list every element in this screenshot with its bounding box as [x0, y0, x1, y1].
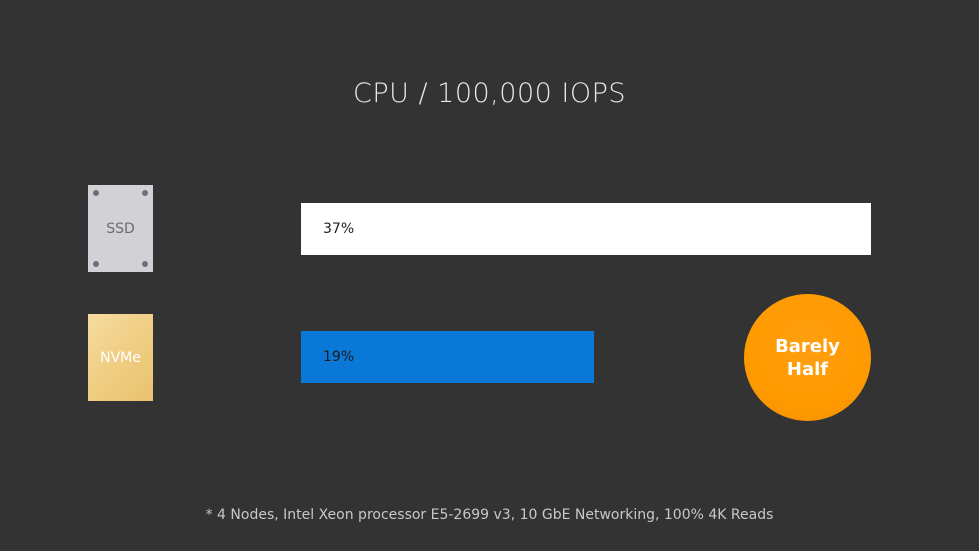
data-label-ssd: 37%	[323, 221, 355, 237]
badge-line-1: Barely	[775, 335, 840, 357]
screw-icon	[93, 261, 99, 267]
ssd-drive-icon: SSD	[88, 185, 153, 272]
nvme-drive-icon: NVMe	[88, 314, 153, 401]
category-label-ssd: SSD	[106, 220, 135, 237]
bar-ssd: 37%	[301, 203, 871, 255]
screw-icon	[142, 190, 148, 196]
footnote: * 4 Nodes, Intel Xeon processor E5-2699 …	[205, 507, 774, 523]
data-label-nvme: 19%	[323, 349, 355, 365]
bar-nvme: 19%	[301, 331, 594, 383]
barely-half-badge: Barely Half	[744, 294, 871, 421]
badge-line-2: Half	[786, 358, 829, 380]
category-label-nvme: NVMe	[100, 349, 141, 366]
screw-icon	[142, 261, 148, 267]
screw-icon	[93, 190, 99, 196]
chart-title: CPU / 100,000 IOPS	[352, 78, 627, 109]
